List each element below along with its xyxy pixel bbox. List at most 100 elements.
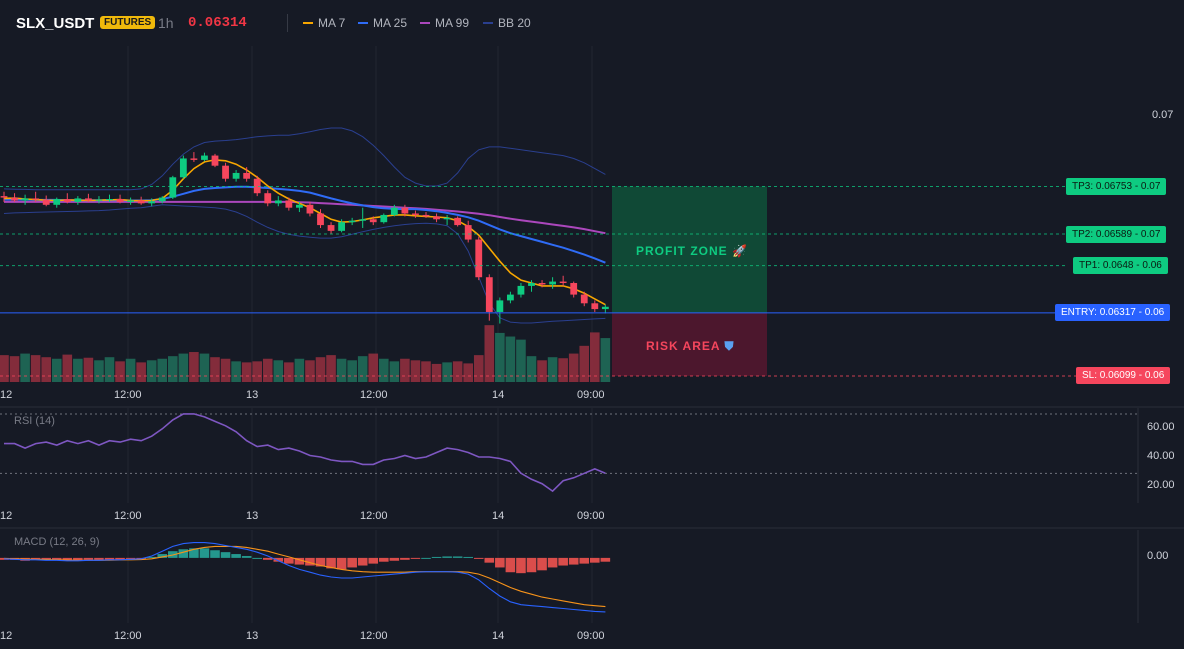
- time-tick: 12: [0, 510, 13, 522]
- macd-title[interactable]: MACD (12, 26, 9): [14, 536, 100, 548]
- candle-down: [42, 199, 50, 205]
- volume-bar-up: [104, 357, 115, 382]
- symbol-title[interactable]: SLX_USDT: [16, 15, 95, 32]
- candle-down: [190, 158, 198, 160]
- time-tick: 12:00: [360, 630, 388, 642]
- time-tick: 09:00: [577, 389, 605, 401]
- candle-up: [496, 300, 504, 312]
- legend-ma99-label: MA 99: [435, 16, 470, 30]
- candle-up: [601, 306, 609, 310]
- candle-down: [412, 213, 419, 215]
- candle-up: [179, 158, 187, 178]
- volume-bar-up: [505, 336, 516, 382]
- volume-bar-up: [336, 358, 347, 382]
- candle-up: [169, 177, 177, 198]
- legend-bb20[interactable]: BB 20: [483, 16, 531, 30]
- entry-label[interactable]: ENTRY: 0.06317 - 0.06: [1055, 304, 1171, 321]
- candle-down: [11, 197, 18, 201]
- macd-hist-up: [252, 557, 262, 559]
- shield-icon: ⛊: [724, 339, 735, 353]
- candle-up: [507, 294, 514, 301]
- macd-hist-down: [326, 557, 336, 569]
- entry-label-suffix: - 0.06: [1135, 307, 1165, 318]
- risk-area-box: [612, 312, 767, 376]
- macd-hist-up: [231, 554, 241, 558]
- candle-down: [137, 200, 145, 204]
- tp2-label[interactable]: TP2: 0.06589 - 0.07: [1066, 226, 1167, 243]
- last-price: 0.06314: [188, 15, 247, 31]
- volume-bar-down: [473, 355, 484, 382]
- volume-bar-down: [41, 357, 51, 382]
- macd-hist-down: [273, 557, 284, 562]
- candle-up: [53, 199, 61, 205]
- tp1-label[interactable]: TP1: 0.0648 - 0.06: [1073, 257, 1168, 274]
- tp3-label-text: TP3: 0.06753: [1072, 181, 1133, 192]
- sl-label[interactable]: SL: 0.06099 - 0.06: [1076, 367, 1171, 384]
- legend-ma7[interactable]: MA 7: [303, 16, 345, 30]
- macd-hist-down: [83, 557, 94, 560]
- macd-axis-tick: 0.00: [1147, 550, 1169, 562]
- macd-hist-down: [505, 557, 516, 573]
- volume-bar-down: [9, 356, 20, 382]
- volume-bar-down: [421, 361, 431, 382]
- time-tick: 12: [0, 389, 13, 401]
- volume-bar-up: [379, 358, 389, 382]
- candle-down: [538, 283, 546, 285]
- bb-upper-line: [3, 127, 606, 191]
- candle-down: [285, 200, 293, 208]
- candle-up: [74, 198, 82, 202]
- volume-bar-up: [357, 356, 368, 382]
- timeframe-label[interactable]: 1h: [158, 15, 174, 31]
- volume-bar-up: [442, 362, 452, 382]
- volume-bar-up: [146, 360, 157, 382]
- candle-up: [528, 283, 535, 286]
- candle-down: [0, 196, 8, 198]
- macd-hist-up: [241, 555, 252, 558]
- macd-hist-down: [73, 557, 83, 561]
- risk-area-label: RISK AREA ⛊: [646, 339, 734, 354]
- candle-down: [422, 214, 430, 217]
- candle-down: [243, 172, 251, 179]
- rsi-axis-tick: 40.00: [1147, 450, 1175, 462]
- volume-bar-up: [516, 339, 526, 382]
- ma99-line: [4, 200, 606, 235]
- candle-down: [32, 198, 40, 200]
- volume-bar-up: [294, 358, 305, 382]
- macd-hist-down: [484, 557, 495, 563]
- time-tick: 12:00: [360, 510, 388, 522]
- volume-bar-down: [326, 355, 336, 382]
- rsi-title[interactable]: RSI (14): [14, 415, 55, 427]
- legend-ma99[interactable]: MA 99: [420, 16, 469, 30]
- candle-down: [264, 193, 272, 204]
- macd-hist-down: [495, 557, 505, 568]
- macd-hist-up: [452, 556, 463, 558]
- volume-bar-down: [452, 361, 463, 382]
- tp1-label-text: TP1: 0.0648: [1079, 260, 1134, 271]
- macd-hist-down: [62, 557, 73, 560]
- candle-down: [85, 198, 92, 201]
- macd-hist-down: [410, 557, 421, 559]
- candle-down: [464, 225, 472, 240]
- volume-bar-down: [252, 361, 262, 382]
- tp3-label[interactable]: TP3: 0.06753 - 0.07: [1066, 178, 1167, 195]
- legend-ma25[interactable]: MA 25: [358, 16, 407, 30]
- chart-header: SLX_USDT FUTURES 1h 0.06314 MA 7 MA 25 M…: [0, 0, 1184, 46]
- time-tick: 09:00: [577, 630, 605, 642]
- volume-bar-down: [537, 360, 547, 382]
- rsi-axis-tick: 60.00: [1147, 421, 1175, 433]
- candle-up: [148, 201, 156, 204]
- candle-up: [158, 197, 166, 202]
- candle-up: [549, 281, 556, 285]
- candle-down: [454, 217, 462, 226]
- legend-ma99-swatch: [420, 22, 430, 24]
- candle-up: [359, 219, 367, 221]
- candle-up: [380, 214, 388, 223]
- macd-hist-down: [579, 557, 590, 564]
- candle-up: [201, 155, 208, 160]
- time-tick: 12:00: [114, 389, 142, 401]
- macd-hist-down: [347, 557, 357, 568]
- tp2-label-text: TP2: 0.06589: [1072, 229, 1133, 240]
- volume-bar-down: [62, 354, 73, 382]
- macd-hist-up: [442, 556, 452, 558]
